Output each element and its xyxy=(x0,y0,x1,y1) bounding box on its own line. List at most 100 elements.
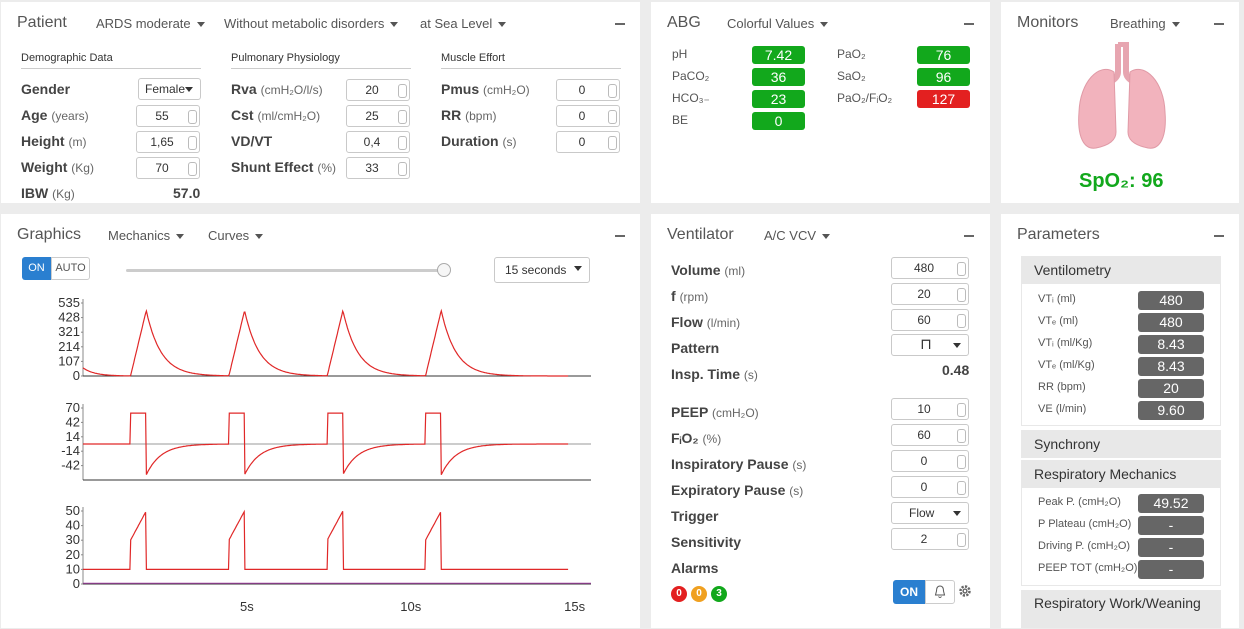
collapse-icon[interactable] xyxy=(615,23,625,25)
volume-label: Volume (ml) xyxy=(671,262,745,278)
gender-select[interactable]: Female xyxy=(138,78,201,100)
pmus-input[interactable]: 0 xyxy=(556,79,620,101)
y-tick-label: 14 xyxy=(66,429,80,444)
cst-input[interactable]: 25 xyxy=(346,105,410,127)
weight-unit: (Kg) xyxy=(71,161,94,175)
ve-label: VE (l/min) xyxy=(1038,403,1087,415)
paco2-label: PaCO₂ xyxy=(672,69,710,83)
peep-input[interactable]: 10 xyxy=(891,398,969,420)
ventilometry-header[interactable]: Ventilometry xyxy=(1021,256,1221,284)
altitude-dropdown[interactable]: at Sea Level xyxy=(420,16,506,31)
metabolic-dropdown[interactable]: Without metabolic disorders xyxy=(224,16,398,31)
rr-label: RR (bpm) xyxy=(441,107,496,123)
x-tick-label: 5s xyxy=(240,599,254,614)
insp-pause-unit: (s) xyxy=(792,458,807,472)
vte-mlkg-value: 8.43 xyxy=(1138,357,1204,376)
insp-pause-input[interactable]: 0 xyxy=(891,450,969,472)
insp-time-label-text: Insp. Time xyxy=(671,366,740,382)
shunt-label-text: Shunt Effect xyxy=(231,159,314,175)
alarm-on-button[interactable]: ON xyxy=(893,580,925,604)
resp-mechanics-header[interactable]: Respiratory Mechanics xyxy=(1021,460,1221,488)
volume-input[interactable]: 480 xyxy=(891,257,969,279)
monitors-panel: Monitors Breathing SpO₂: 96 xyxy=(1001,2,1239,203)
pressure-series-line xyxy=(83,509,569,570)
peep-label-text: PEEP xyxy=(671,404,709,420)
alarm-bell-button[interactable] xyxy=(925,580,955,604)
y-tick-label: 535 xyxy=(58,295,80,310)
f-label-text: f xyxy=(671,288,676,304)
auto-button[interactable]: AUTO xyxy=(51,257,90,280)
zoom-slider-track[interactable] xyxy=(126,269,448,272)
y-tick-label: -14 xyxy=(61,443,80,458)
muscle-header: Muscle Effort xyxy=(441,52,621,69)
collapse-icon[interactable] xyxy=(615,235,625,237)
graphics-panel: Graphics Mechanics Curves ON AUTO 15 sec… xyxy=(1,214,640,628)
rr-param-value: 20 xyxy=(1138,379,1204,398)
plateau-value: - xyxy=(1138,516,1204,535)
insp-time-unit: (s) xyxy=(743,368,758,382)
exp-pause-input[interactable]: 0 xyxy=(891,476,969,498)
alarm-red-count[interactable]: 0 xyxy=(671,586,687,602)
collapse-icon[interactable] xyxy=(964,235,974,237)
shunt-input[interactable]: 33 xyxy=(346,157,410,179)
height-input[interactable]: 1,65 xyxy=(136,131,200,153)
duration-input[interactable]: 0 xyxy=(556,131,620,153)
vdvt-input[interactable]: 0,4 xyxy=(346,131,410,153)
rr-input[interactable]: 0 xyxy=(556,105,620,127)
resp-work-header[interactable]: Respiratory Work/Weaning xyxy=(1021,590,1221,628)
duration-label: Duration (s) xyxy=(441,133,516,149)
vte-ml-label: VTₑ (ml) xyxy=(1038,315,1079,327)
flow-unit: (l/min) xyxy=(706,316,741,330)
y-tick-label: 20 xyxy=(66,547,80,562)
fio2-label-text: FᵢO₂ xyxy=(671,430,699,446)
age-unit: (years) xyxy=(51,109,89,123)
parameters-title: Parameters xyxy=(1017,226,1100,243)
patient-panel: Patient ARDS moderate Without metabolic … xyxy=(1,2,640,203)
shunt-label: Shunt Effect (%) xyxy=(231,159,336,175)
rva-input[interactable]: 20 xyxy=(346,79,410,101)
ventilator-title: Ventilator xyxy=(667,226,734,243)
age-input[interactable]: 55 xyxy=(136,105,200,127)
collapse-icon[interactable] xyxy=(1214,235,1224,237)
y-tick-label: 0 xyxy=(73,368,80,383)
collapse-icon[interactable] xyxy=(964,23,974,25)
peep-unit: (cmH₂O) xyxy=(712,406,759,420)
abg-display-dropdown[interactable]: Colorful Values xyxy=(727,16,828,31)
fio2-input[interactable]: 60 xyxy=(891,424,969,446)
zoom-slider-handle[interactable] xyxy=(437,263,451,277)
alarm-green-count[interactable]: 3 xyxy=(711,586,727,602)
on-button[interactable]: ON xyxy=(22,257,51,280)
sensitivity-input[interactable]: 2 xyxy=(891,528,969,550)
ph-value: 7.42 xyxy=(752,46,805,64)
f-input[interactable]: 20 xyxy=(891,283,969,305)
gear-icon[interactable] xyxy=(958,584,972,598)
trigger-select[interactable]: Flow xyxy=(891,502,969,524)
collapse-icon[interactable] xyxy=(1214,23,1224,25)
synchrony-header[interactable]: Synchrony xyxy=(1021,430,1221,458)
sensitivity-label: Sensitivity xyxy=(671,534,742,550)
patient-title: Patient xyxy=(17,14,67,31)
rr-label-text: RR xyxy=(441,107,462,123)
fio2-unit: (%) xyxy=(702,432,722,446)
rva-label-text: Rva xyxy=(231,81,257,97)
ventilator-panel: Ventilator A/C VCV Volume (ml) 480 f (rp… xyxy=(651,214,990,628)
curves-dropdown[interactable]: Curves xyxy=(208,228,263,243)
pao2-label: PaO₂ xyxy=(837,47,866,61)
ph-label: pH xyxy=(672,47,688,61)
alarm-orange-count[interactable]: 0 xyxy=(691,586,707,602)
x-tick-label: 10s xyxy=(400,599,421,614)
condition-dropdown[interactable]: ARDS moderate xyxy=(96,16,205,31)
sao2-label: SaO₂ xyxy=(837,69,866,83)
insp-pause-label: Inspiratory Pause (s) xyxy=(671,456,806,472)
weight-input[interactable]: 70 xyxy=(136,157,200,179)
flow-input[interactable]: 60 xyxy=(891,309,969,331)
time-window-select[interactable]: 15 seconds xyxy=(494,257,590,283)
pattern-select[interactable]: ⊓ xyxy=(891,334,969,356)
demographic-header: Demographic Data xyxy=(21,52,201,69)
mechanics-dropdown[interactable]: Mechanics xyxy=(108,228,184,243)
monitors-title: Monitors xyxy=(1017,14,1079,31)
plateau-label: P Plateau (cmH₂O) xyxy=(1038,518,1132,530)
monitor-mode-dropdown[interactable]: Breathing xyxy=(1110,16,1180,31)
vent-mode-dropdown[interactable]: A/C VCV xyxy=(764,228,830,243)
